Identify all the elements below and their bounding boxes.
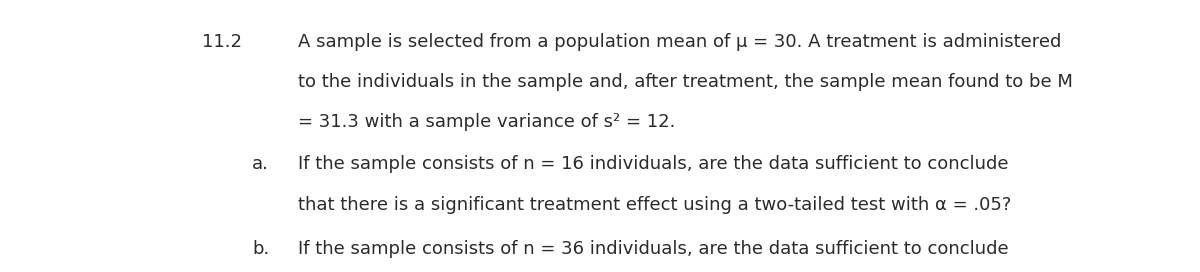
Text: A sample is selected from a population mean of μ = 30. A treatment is administer: A sample is selected from a population m… <box>298 33 1061 51</box>
Text: to the individuals in the sample and, after treatment, the sample mean found to : to the individuals in the sample and, af… <box>298 73 1073 91</box>
Text: b.: b. <box>252 240 269 258</box>
Text: If the sample consists of n = 16 individuals, are the data sufficient to conclud: If the sample consists of n = 16 individ… <box>298 155 1008 174</box>
Text: = 31.3 with a sample variance of s² = 12.: = 31.3 with a sample variance of s² = 12… <box>298 113 674 131</box>
Text: 11.2: 11.2 <box>202 33 241 51</box>
Text: If the sample consists of n = 36 individuals, are the data sufficient to conclud: If the sample consists of n = 36 individ… <box>298 240 1008 258</box>
Text: a.: a. <box>252 155 269 174</box>
Text: that there is a significant treatment effect using a two-tailed test with α = .0: that there is a significant treatment ef… <box>298 196 1010 214</box>
